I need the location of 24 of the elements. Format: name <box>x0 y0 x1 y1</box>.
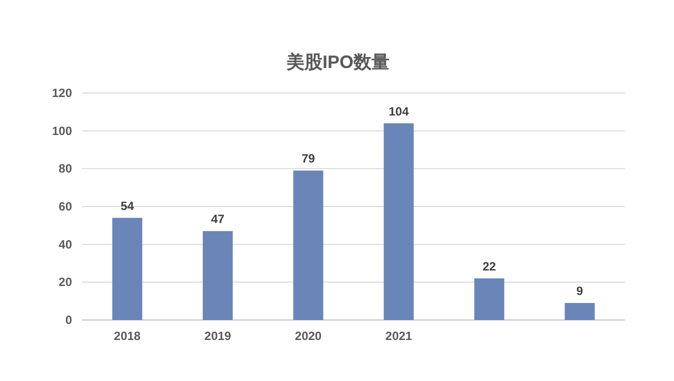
x-tick-label: 2018 <box>114 329 141 343</box>
y-tick-label: 80 <box>58 162 72 176</box>
bar <box>293 170 324 320</box>
bar <box>564 302 595 320</box>
y-tick-label: 0 <box>65 313 72 327</box>
x-tick-label: 2021 <box>385 329 412 343</box>
bar <box>202 231 233 320</box>
x-tick-label: 2020 <box>294 329 322 343</box>
data-label: 47 <box>211 212 225 226</box>
y-tick-label: 40 <box>58 237 72 252</box>
y-tick-label: 120 <box>52 86 72 100</box>
y-tick-label: 20 <box>58 275 72 290</box>
data-label: 104 <box>388 104 410 118</box>
data-label: 22 <box>482 259 496 274</box>
data-label: 79 <box>302 152 316 166</box>
bar <box>384 123 414 320</box>
y-tick-label: 100 <box>52 124 72 138</box>
x-tick-label: 2019 <box>204 329 232 343</box>
y-tick-label: 60 <box>58 200 72 214</box>
chart-title: 美股IPO数量 <box>285 52 390 72</box>
bar <box>474 278 504 320</box>
data-label: 9 <box>576 284 584 298</box>
data-label: 54 <box>120 198 134 213</box>
bar <box>112 218 142 320</box>
